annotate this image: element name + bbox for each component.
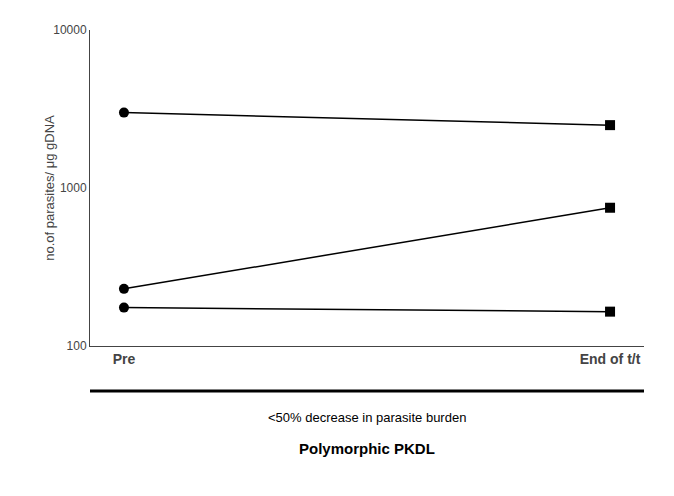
svg-text:Pre: Pre xyxy=(113,351,136,367)
svg-text:100: 100 xyxy=(67,339,87,353)
svg-text:10000: 10000 xyxy=(53,23,87,37)
svg-text:End of t/t: End of t/t xyxy=(580,351,641,367)
svg-text:1000: 1000 xyxy=(60,181,87,195)
svg-text:Polymorphic PKDL: Polymorphic PKDL xyxy=(299,440,435,457)
svg-text:<50% decrease in parasite burd: <50% decrease in parasite burden xyxy=(268,410,466,425)
svg-text:no.of parasites/ μg gDNA: no.of parasites/ μg gDNA xyxy=(42,115,57,261)
